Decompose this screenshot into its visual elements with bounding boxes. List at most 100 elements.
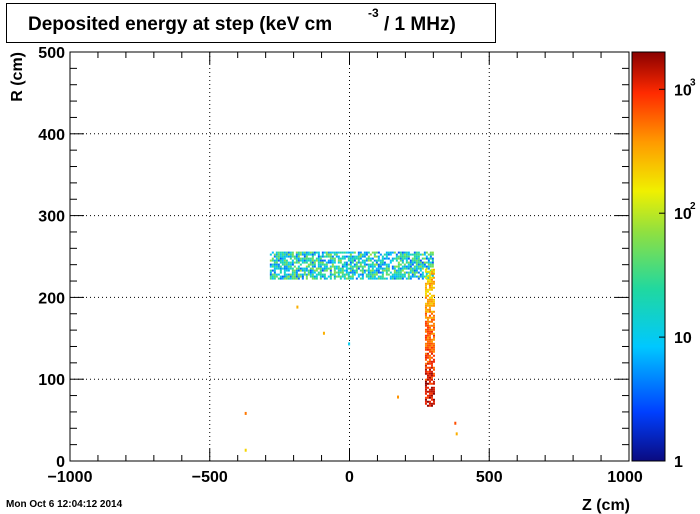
heatmap-cell xyxy=(323,255,326,258)
heatmap-cell xyxy=(343,275,346,278)
heatmap-cell xyxy=(415,255,418,258)
heatmap-cell xyxy=(428,362,431,365)
heatmap-cell xyxy=(285,259,288,262)
heatmap-cell xyxy=(415,271,418,274)
heatmap-cell xyxy=(325,253,328,256)
heatmap-cell xyxy=(432,386,435,389)
heatmap-cell xyxy=(305,259,308,262)
heatmap-cell xyxy=(293,257,296,260)
heatmap-cell xyxy=(319,265,322,268)
heatmap-cell xyxy=(337,267,340,270)
heatmap-cell xyxy=(321,263,324,266)
heatmap-cell xyxy=(317,253,320,256)
heatmap-cell xyxy=(375,259,378,262)
heatmap-cell xyxy=(428,288,431,291)
heatmap-cell xyxy=(385,277,388,280)
heatmap-cell xyxy=(361,273,364,276)
heatmap-cell xyxy=(387,269,390,272)
heatmap-cell xyxy=(425,251,428,254)
heatmap-cell xyxy=(424,292,427,295)
heatmap-cell xyxy=(430,294,433,297)
heatmap-cell xyxy=(305,253,308,256)
heatmap-cell xyxy=(309,267,312,270)
heatmap-cell xyxy=(297,269,300,272)
heatmap-cell xyxy=(281,267,284,270)
heatmap-cell xyxy=(428,286,431,289)
heatmap-cell xyxy=(321,251,324,254)
heatmap-cell xyxy=(319,275,322,278)
heatmap-cell xyxy=(289,251,292,254)
heatmap-cell xyxy=(351,251,354,254)
heatmap-cell xyxy=(331,257,334,260)
heatmap-cell xyxy=(395,271,398,274)
heatmap-cell xyxy=(365,263,368,266)
heatmap-cell xyxy=(289,267,292,270)
heatmap-cell xyxy=(363,255,366,258)
heatmap-cell xyxy=(363,251,366,254)
heatmap-cell xyxy=(325,255,328,258)
heatmap-cell xyxy=(426,382,429,385)
x-tick-label: −500 xyxy=(192,469,228,486)
heatmap-cell xyxy=(289,253,292,256)
heatmap-cell xyxy=(343,263,346,266)
heatmap-cell xyxy=(424,346,427,349)
heatmap-cell xyxy=(281,275,284,278)
heatmap-cell xyxy=(432,360,435,363)
heatmap-cell xyxy=(279,251,282,254)
heatmap-cell xyxy=(299,273,302,276)
heatmap-cell xyxy=(347,277,350,280)
heatmap-cell xyxy=(430,288,433,291)
heatmap-cell xyxy=(293,269,296,272)
heatmap-cell xyxy=(427,263,430,266)
chart-title: Deposited energy at step (keV cm xyxy=(28,14,333,35)
heatmap-cell xyxy=(287,265,290,268)
heatmap-cell xyxy=(269,259,272,262)
heatmap-cell xyxy=(269,275,272,278)
heatmap-cell xyxy=(424,284,427,287)
heatmap-cell xyxy=(343,257,346,260)
heatmap-cell xyxy=(426,324,429,327)
heatmap-cell xyxy=(415,263,418,266)
heatmap-cell xyxy=(389,251,392,254)
heatmap-cell xyxy=(283,275,286,278)
heatmap-cell xyxy=(430,370,433,373)
heatmap-cell xyxy=(301,269,304,272)
heatmap-cell xyxy=(423,263,426,266)
heatmap-cell xyxy=(428,330,431,333)
heatmap-cell xyxy=(432,282,435,285)
heatmap-cell xyxy=(373,263,376,266)
heatmap-cell xyxy=(428,342,431,345)
heatmap-cell xyxy=(424,364,427,367)
heatmap-cell xyxy=(319,261,322,264)
heatmap-cell xyxy=(325,263,328,266)
heatmap-cell xyxy=(430,374,433,377)
heatmap-cell xyxy=(426,352,429,355)
heatmap-cell xyxy=(339,261,342,264)
heatmap-cell xyxy=(353,269,356,272)
heatmap-cell xyxy=(399,277,402,280)
heatmap-cell xyxy=(424,400,427,403)
heatmap-cell xyxy=(387,263,390,266)
heatmap-cell xyxy=(341,269,344,272)
heatmap-cell xyxy=(341,257,344,260)
heatmap-cell xyxy=(429,253,432,256)
heatmap-cell xyxy=(411,269,414,272)
heatmap-cell xyxy=(424,366,427,369)
heatmap-cell xyxy=(395,253,398,256)
heatmap-cell xyxy=(377,255,380,258)
heatmap-cell xyxy=(432,338,435,341)
heatmap-cell xyxy=(317,259,320,262)
heatmap-cell xyxy=(277,277,280,280)
heatmap-cell xyxy=(432,268,435,271)
heatmap-cell xyxy=(273,271,276,274)
heatmap-cell xyxy=(291,261,294,264)
heatmap-cell xyxy=(405,265,408,268)
heatmap-cell xyxy=(345,273,348,276)
heatmap-cell xyxy=(313,253,316,256)
heatmap-cell xyxy=(369,271,372,274)
heatmap-cell xyxy=(379,267,382,270)
heatmap-cell xyxy=(367,267,370,270)
heatmap-cell xyxy=(305,265,308,268)
heatmap-cell xyxy=(403,263,406,266)
heatmap-cell xyxy=(432,334,435,337)
